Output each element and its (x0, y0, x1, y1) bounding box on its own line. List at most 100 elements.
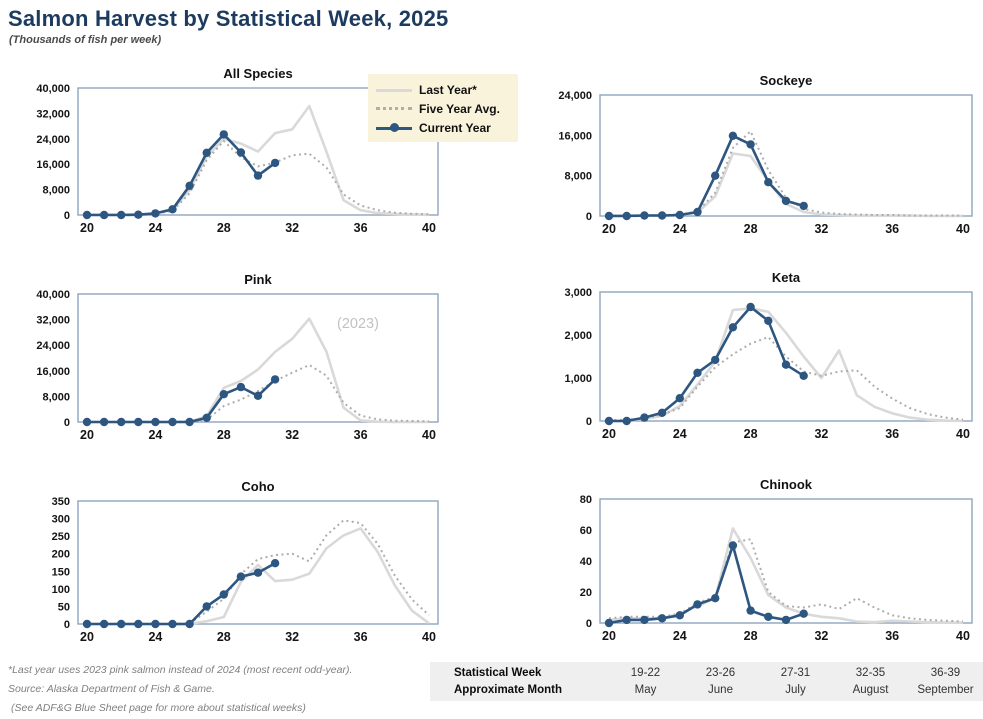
svg-text:36: 36 (885, 222, 899, 236)
svg-text:20: 20 (580, 587, 592, 599)
svg-text:40: 40 (422, 428, 436, 442)
svg-text:0: 0 (64, 417, 70, 429)
pink-last-year-annotation: (2023) (337, 316, 379, 332)
five-year-avg-line-icon (376, 104, 412, 114)
chart-pink: Pink 0 8,000 16,000 24,000 32,000 40,000 20 24 2… (18, 272, 458, 449)
week-range-cell: 23-26 (705, 667, 736, 679)
svg-text:0: 0 (586, 618, 592, 630)
month-cell: August (852, 684, 889, 696)
svg-text:0: 0 (64, 210, 70, 222)
svg-text:200: 200 (52, 549, 70, 561)
svg-text:24: 24 (673, 222, 687, 236)
svg-text:24: 24 (673, 629, 687, 643)
month-cell: September (917, 684, 974, 696)
legend-label: Last Year* (419, 82, 477, 97)
svg-text:28: 28 (744, 427, 758, 441)
svg-text:0: 0 (64, 619, 70, 631)
chart-title-coho: Coho (241, 479, 275, 494)
svg-text:32: 32 (814, 222, 828, 236)
chart-chinook: Chinook 0 20 40 60 80 20 24 28 32 36 40 (540, 477, 983, 650)
svg-text:20: 20 (80, 428, 94, 442)
svg-text:100: 100 (52, 584, 70, 596)
svg-text:40: 40 (956, 222, 970, 236)
svg-text:80: 80 (580, 495, 592, 506)
current-year-line-icon (376, 122, 412, 133)
svg-text:20: 20 (80, 221, 94, 235)
page-subtitle: (Thousands of fish per week) (9, 34, 162, 46)
svg-text:36: 36 (885, 427, 899, 441)
chart-all-species: All Species 0 8,000 16,000 24,000 32,000 40,0… (18, 66, 458, 242)
svg-text:20: 20 (80, 630, 94, 644)
legend-label: Current Year (419, 120, 491, 135)
plot-chinook: 0 20 40 60 80 20 24 28 32 36 40 (580, 495, 973, 643)
svg-text:36: 36 (354, 221, 368, 235)
chart-title-all-species: All Species (223, 66, 293, 81)
week-month-table: Statistical Week 19-22 23-26 27-31 32-35… (430, 662, 983, 701)
chart-keta: Keta 0 1,000 2,000 3,000 20 24 28 32 36 40 (540, 270, 983, 448)
svg-text:40: 40 (580, 556, 592, 568)
svg-text:16,000: 16,000 (36, 366, 70, 378)
footnote-blue-sheet: (See ADF&G Blue Sheet page for more abou… (11, 702, 306, 714)
footnotes: *Last year uses 2023 pink salmon instead… (8, 661, 352, 718)
legend-label: Five Year Avg. (419, 101, 500, 116)
svg-text:24,000: 24,000 (558, 91, 592, 102)
footnote-source: Source: Alaska Department of Fish & Game… (8, 683, 215, 695)
svg-text:32: 32 (285, 221, 299, 235)
svg-text:32: 32 (285, 428, 299, 442)
plot-coho: 0 50 100 150 200 250 300 350 20 24 28 32 36 40 (52, 497, 439, 644)
legend-item-five-year-avg: Five Year Avg. (376, 100, 510, 117)
svg-text:20: 20 (602, 629, 616, 643)
svg-text:28: 28 (217, 630, 231, 644)
month-cell: July (785, 684, 806, 696)
page-title: Salmon Harvest by Statistical Week, 2025 (8, 6, 449, 31)
row-header: Approximate Month (454, 684, 562, 696)
plot-pink: 0 8,000 16,000 24,000 32,000 40,000 20 24 28 32 36… (36, 290, 439, 442)
svg-text:40,000: 40,000 (36, 84, 70, 95)
svg-text:24,000: 24,000 (36, 340, 70, 352)
svg-text:250: 250 (52, 531, 70, 543)
svg-text:20: 20 (602, 222, 616, 236)
svg-text:28: 28 (744, 222, 758, 236)
svg-text:50: 50 (58, 601, 70, 613)
svg-text:36: 36 (354, 428, 368, 442)
plot-keta: 0 1,000 2,000 3,000 20 24 28 32 36 40 (564, 288, 973, 441)
svg-text:3,000: 3,000 (564, 288, 592, 299)
svg-text:0: 0 (586, 211, 592, 223)
svg-text:16,000: 16,000 (558, 130, 592, 142)
svg-text:8,000: 8,000 (42, 185, 70, 197)
month-cell: June (708, 684, 733, 696)
svg-text:20: 20 (602, 427, 616, 441)
row-header: Statistical Week (454, 667, 542, 679)
chart-title-pink: Pink (244, 272, 272, 287)
svg-text:8,000: 8,000 (564, 171, 592, 183)
chart-title-chinook: Chinook (760, 477, 812, 492)
svg-text:32,000: 32,000 (36, 108, 70, 120)
chart-sockeye: Sockeye 0 8,000 16,000 24,000 20 24 28 32 36 40 (540, 73, 983, 243)
legend-item-current-year: Current Year (376, 119, 510, 136)
svg-text:40: 40 (956, 629, 970, 643)
svg-text:40,000: 40,000 (36, 290, 70, 301)
table-row-statistical-week: Statistical Week 19-22 23-26 27-31 32-35… (430, 665, 983, 682)
svg-text:24: 24 (148, 630, 162, 644)
legend-item-last-year: Last Year* (376, 81, 510, 98)
svg-text:36: 36 (354, 630, 368, 644)
table-row-approximate-month: Approximate Month May June July August S… (430, 682, 983, 699)
svg-text:32: 32 (285, 630, 299, 644)
svg-text:16,000: 16,000 (36, 159, 70, 171)
svg-text:150: 150 (52, 566, 70, 578)
svg-text:32: 32 (814, 427, 828, 441)
week-range-cell: 36-39 (930, 667, 961, 679)
svg-text:40: 40 (422, 221, 436, 235)
svg-text:8,000: 8,000 (42, 391, 70, 403)
svg-text:36: 36 (885, 629, 899, 643)
plot-sockeye: 0 8,000 16,000 24,000 20 24 28 32 36 40 (558, 91, 973, 236)
svg-text:28: 28 (217, 428, 231, 442)
svg-text:60: 60 (580, 525, 592, 537)
svg-text:300: 300 (52, 514, 70, 526)
week-range-cell: 19-22 (630, 667, 661, 679)
svg-text:32: 32 (814, 629, 828, 643)
svg-text:350: 350 (52, 497, 70, 508)
chart-coho: Coho 0 50 100 150 200 250 300 350 20 24 28 32 36 40 (18, 479, 458, 651)
week-range-cell: 32-35 (855, 667, 886, 679)
